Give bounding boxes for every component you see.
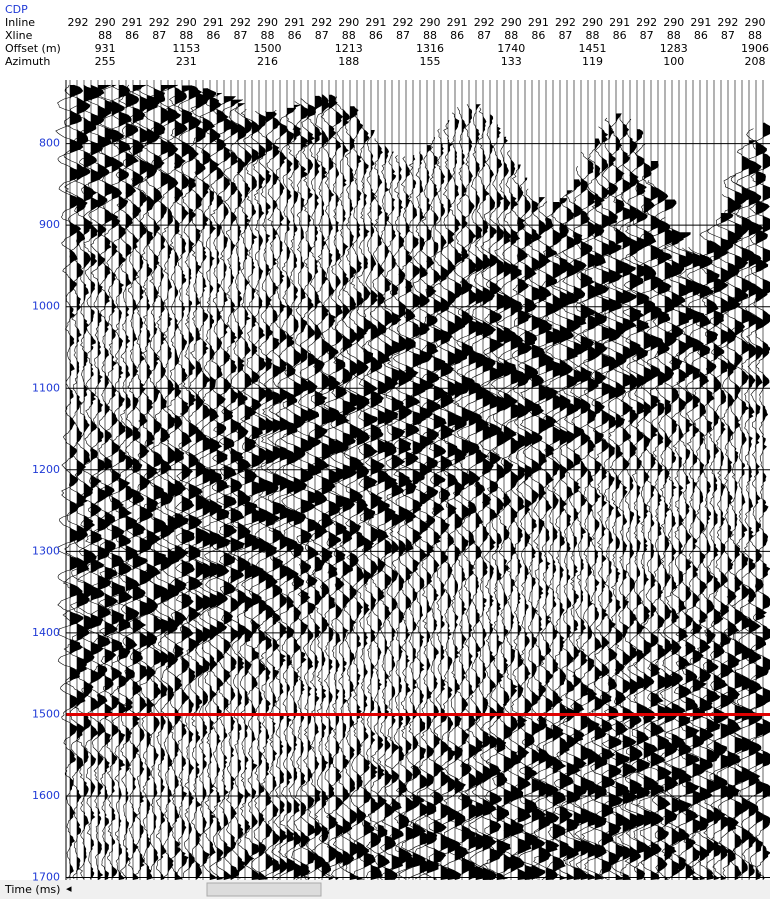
xline-value: 88 bbox=[342, 29, 356, 42]
inline-value: 292 bbox=[474, 16, 495, 29]
inline-label: Inline bbox=[5, 16, 35, 29]
inline-value: 292 bbox=[230, 16, 251, 29]
xline-value: 87 bbox=[477, 29, 491, 42]
inline-value: 290 bbox=[95, 16, 116, 29]
offset-value: 1500 bbox=[254, 42, 282, 55]
azimuth-value: 255 bbox=[95, 55, 116, 68]
azimuth-value: 216 bbox=[257, 55, 278, 68]
inline-value: 290 bbox=[745, 16, 766, 29]
inline-value: 290 bbox=[420, 16, 441, 29]
xline-value: 88 bbox=[667, 29, 681, 42]
gather-view: CDP Inline Xline Offset (m) Azimuth Time… bbox=[0, 0, 770, 899]
xline-value: 88 bbox=[179, 29, 193, 42]
inline-value: 290 bbox=[257, 16, 278, 29]
inline-value: 291 bbox=[447, 16, 468, 29]
offset-value: 1451 bbox=[579, 42, 607, 55]
xline-value: 87 bbox=[152, 29, 166, 42]
offset-value: 1283 bbox=[660, 42, 688, 55]
azimuth-value: 100 bbox=[663, 55, 684, 68]
xline-value: 87 bbox=[640, 29, 654, 42]
xline-value: 86 bbox=[206, 29, 220, 42]
scroll-left[interactable]: ◂ bbox=[66, 882, 72, 895]
azimuth-value: 155 bbox=[420, 55, 441, 68]
inline-value: 291 bbox=[203, 16, 224, 29]
inline-value: 292 bbox=[68, 16, 89, 29]
inline-value: 290 bbox=[663, 16, 684, 29]
inline-value: 290 bbox=[501, 16, 522, 29]
offset-label: Offset (m) bbox=[5, 42, 61, 55]
xline-value: 86 bbox=[288, 29, 302, 42]
inline-value: 292 bbox=[392, 16, 413, 29]
xline-value: 86 bbox=[531, 29, 545, 42]
xline-value: 86 bbox=[450, 29, 464, 42]
xline-value: 88 bbox=[748, 29, 762, 42]
azimuth-value: 188 bbox=[338, 55, 359, 68]
xline-value: 88 bbox=[504, 29, 518, 42]
y-tick-label: 1500 bbox=[32, 707, 60, 720]
y-tick-label: 800 bbox=[39, 137, 60, 150]
inline-value: 291 bbox=[122, 16, 143, 29]
xline-value: 86 bbox=[694, 29, 708, 42]
inline-value: 290 bbox=[338, 16, 359, 29]
azimuth-value: 133 bbox=[501, 55, 522, 68]
xline-value: 86 bbox=[613, 29, 627, 42]
xline-value: 88 bbox=[586, 29, 600, 42]
xline-value: 88 bbox=[261, 29, 275, 42]
inline-value: 291 bbox=[528, 16, 549, 29]
xline-value: 88 bbox=[423, 29, 437, 42]
inline-value: 290 bbox=[176, 16, 197, 29]
inline-value: 292 bbox=[149, 16, 170, 29]
cdp-label: CDP bbox=[5, 3, 28, 16]
azimuth-value: 119 bbox=[582, 55, 603, 68]
y-tick-label: 1600 bbox=[32, 789, 60, 802]
azimuth-value: 231 bbox=[176, 55, 197, 68]
inline-value: 291 bbox=[690, 16, 711, 29]
xline-value: 88 bbox=[98, 29, 112, 42]
offset-value: 1213 bbox=[335, 42, 363, 55]
y-tick-label: 1400 bbox=[32, 626, 60, 639]
xline-value: 87 bbox=[558, 29, 572, 42]
inline-value: 291 bbox=[284, 16, 305, 29]
xline-label: Xline bbox=[5, 29, 33, 42]
offset-value: 1906 bbox=[741, 42, 769, 55]
inline-value: 291 bbox=[609, 16, 630, 29]
xline-value: 87 bbox=[315, 29, 329, 42]
y-tick-label: 1300 bbox=[32, 544, 60, 557]
y-tick-label: 1100 bbox=[32, 381, 60, 394]
xline-value: 86 bbox=[125, 29, 139, 42]
offset-value: 931 bbox=[95, 42, 116, 55]
scroll-thumb[interactable] bbox=[207, 883, 321, 896]
inline-value: 292 bbox=[555, 16, 576, 29]
xline-value: 86 bbox=[369, 29, 383, 42]
y-tick-label: 1700 bbox=[32, 871, 60, 884]
inline-value: 290 bbox=[582, 16, 603, 29]
inline-value: 291 bbox=[365, 16, 386, 29]
xline-value: 87 bbox=[233, 29, 247, 42]
offset-value: 1740 bbox=[497, 42, 525, 55]
azimuth-value: 208 bbox=[745, 55, 766, 68]
offset-value: 1153 bbox=[172, 42, 200, 55]
y-tick-label: 1200 bbox=[32, 463, 60, 476]
inline-value: 292 bbox=[717, 16, 738, 29]
time-label: Time (ms) bbox=[4, 883, 60, 896]
inline-value: 292 bbox=[636, 16, 657, 29]
offset-value: 1316 bbox=[416, 42, 444, 55]
azimuth-label: Azimuth bbox=[5, 55, 50, 68]
y-tick-label: 900 bbox=[39, 218, 60, 231]
inline-value: 292 bbox=[311, 16, 332, 29]
footer-bar bbox=[0, 880, 770, 899]
xline-value: 87 bbox=[396, 29, 410, 42]
y-tick-label: 1000 bbox=[32, 300, 60, 313]
xline-value: 87 bbox=[721, 29, 735, 42]
